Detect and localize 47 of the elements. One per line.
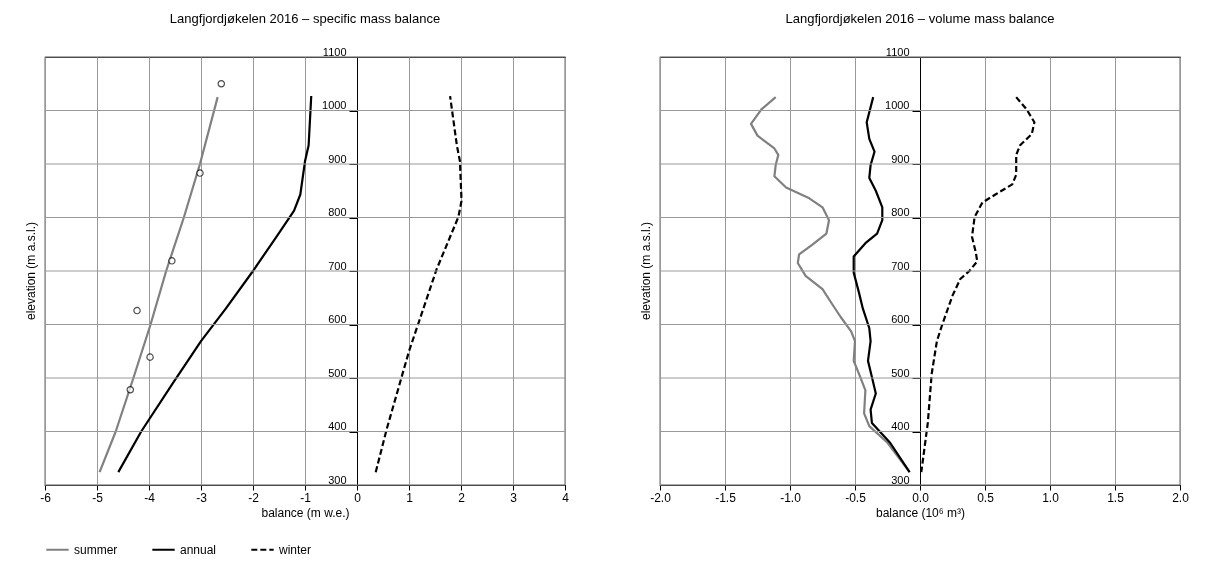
x-tick-label: -4 bbox=[144, 490, 156, 505]
x-tick-label: 1.5 bbox=[1107, 490, 1125, 505]
x-tick-label: 0 bbox=[354, 490, 362, 505]
legend-label: annual bbox=[180, 542, 217, 557]
chart-title: Langfjordjøkelen 2016 – volume mass balance bbox=[785, 11, 1055, 26]
y-tick-label: 300 bbox=[891, 473, 910, 486]
x-tick-label: -0.5 bbox=[845, 490, 867, 505]
y-tick-label: 600 bbox=[891, 313, 910, 325]
legend-label: summer bbox=[74, 542, 118, 557]
y-tick-label: 1100 bbox=[885, 45, 910, 58]
y-tick-label: 600 bbox=[328, 313, 347, 325]
x-tick-label: 2 bbox=[458, 490, 466, 505]
x-tick-label: 2.0 bbox=[1172, 490, 1190, 505]
x-axis-title: balance (m w.e.) bbox=[261, 505, 350, 520]
x-tick-label: -1 bbox=[300, 490, 312, 505]
y-tick-label: 500 bbox=[891, 366, 910, 379]
x-tick-label: -1.5 bbox=[715, 490, 737, 505]
y-tick-label: 300 bbox=[328, 473, 347, 486]
x-tick-label: 0.5 bbox=[977, 490, 995, 505]
x-tick-label: -5 bbox=[92, 490, 104, 505]
y-tick-label: 800 bbox=[891, 206, 910, 218]
y-axis-title: elevation (m a.s.l.) bbox=[24, 221, 38, 321]
y-tick-label: 1100 bbox=[322, 45, 347, 58]
x-tick-label: -3 bbox=[196, 490, 208, 505]
legend-label: winter bbox=[278, 542, 312, 557]
x-tick-label: -6 bbox=[40, 490, 52, 505]
x-tick-label: -2.0 bbox=[650, 490, 672, 505]
y-tick-label: 1000 bbox=[885, 99, 910, 111]
x-axis-title: balance (10⁶ m³) bbox=[876, 505, 965, 520]
x-tick-label: 1 bbox=[406, 490, 414, 505]
y-tick-label: 900 bbox=[891, 152, 910, 165]
y-tick-label: 1000 bbox=[322, 99, 347, 111]
y-tick-label: 700 bbox=[891, 259, 910, 272]
y-tick-label: 400 bbox=[891, 420, 910, 432]
y-tick-label: 900 bbox=[328, 152, 347, 165]
x-tick-label: -1.0 bbox=[780, 490, 802, 505]
chart-title: Langfjordjøkelen 2016 – specific mass balance bbox=[169, 11, 441, 26]
y-tick-label: 700 bbox=[328, 259, 347, 272]
x-tick-label: 4 bbox=[562, 490, 570, 505]
x-tick-label: 1.0 bbox=[1042, 490, 1060, 505]
y-axis-title: elevation (m a.s.l.) bbox=[639, 221, 653, 321]
x-tick-label: 3 bbox=[510, 490, 518, 505]
x-tick-label: 0.0 bbox=[912, 490, 930, 505]
y-tick-label: 500 bbox=[328, 366, 347, 379]
y-tick-label: 400 bbox=[328, 420, 347, 432]
y-tick-label: 800 bbox=[328, 206, 347, 218]
x-tick-label: -2 bbox=[248, 490, 260, 505]
